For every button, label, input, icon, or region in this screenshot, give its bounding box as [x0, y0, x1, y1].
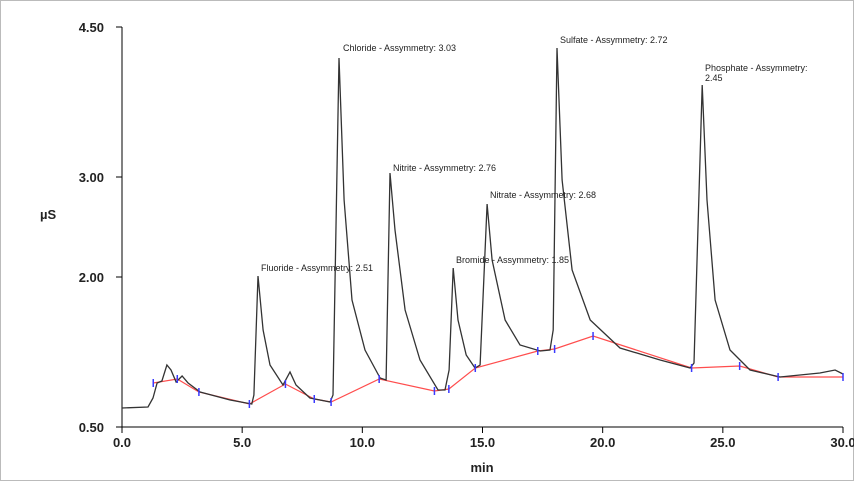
annotation: Sulfate - Assymmetry: 2.72: [560, 35, 668, 45]
y-tick-label: 3.00: [79, 170, 104, 185]
x-axis-label: min: [470, 460, 493, 475]
x-tick-label: 25.0: [710, 435, 735, 450]
y-axis-label: µS: [40, 207, 56, 222]
annotation: 2.45: [705, 73, 723, 83]
y-tick-label: 4.50: [79, 20, 104, 35]
x-tick-label: 20.0: [590, 435, 615, 450]
annotation: Chloride - Assymmetry: 3.03: [343, 43, 456, 53]
y-tick-label: 2.00: [79, 270, 104, 285]
x-tick-label: 10.0: [350, 435, 375, 450]
x-tick-label: 15.0: [470, 435, 495, 450]
annotation: Nitrate - Assymmetry: 2.68: [490, 190, 596, 200]
x-tick-label: 0.0: [113, 435, 131, 450]
annotation: Phosphate - Assymmetry:: [705, 63, 808, 73]
trace-line: [121, 47, 844, 409]
annotation: Nitrite - Assymmetry: 2.76: [393, 163, 496, 173]
x-tick-label: 5.0: [233, 435, 251, 450]
annotation: Bromide - Assymmetry: 1.85: [456, 255, 569, 265]
x-tick-label: 30.0: [830, 435, 854, 450]
y-tick-label: 0.50: [79, 420, 104, 435]
annotation: Fluoride - Assymmetry: 2.51: [261, 263, 373, 273]
